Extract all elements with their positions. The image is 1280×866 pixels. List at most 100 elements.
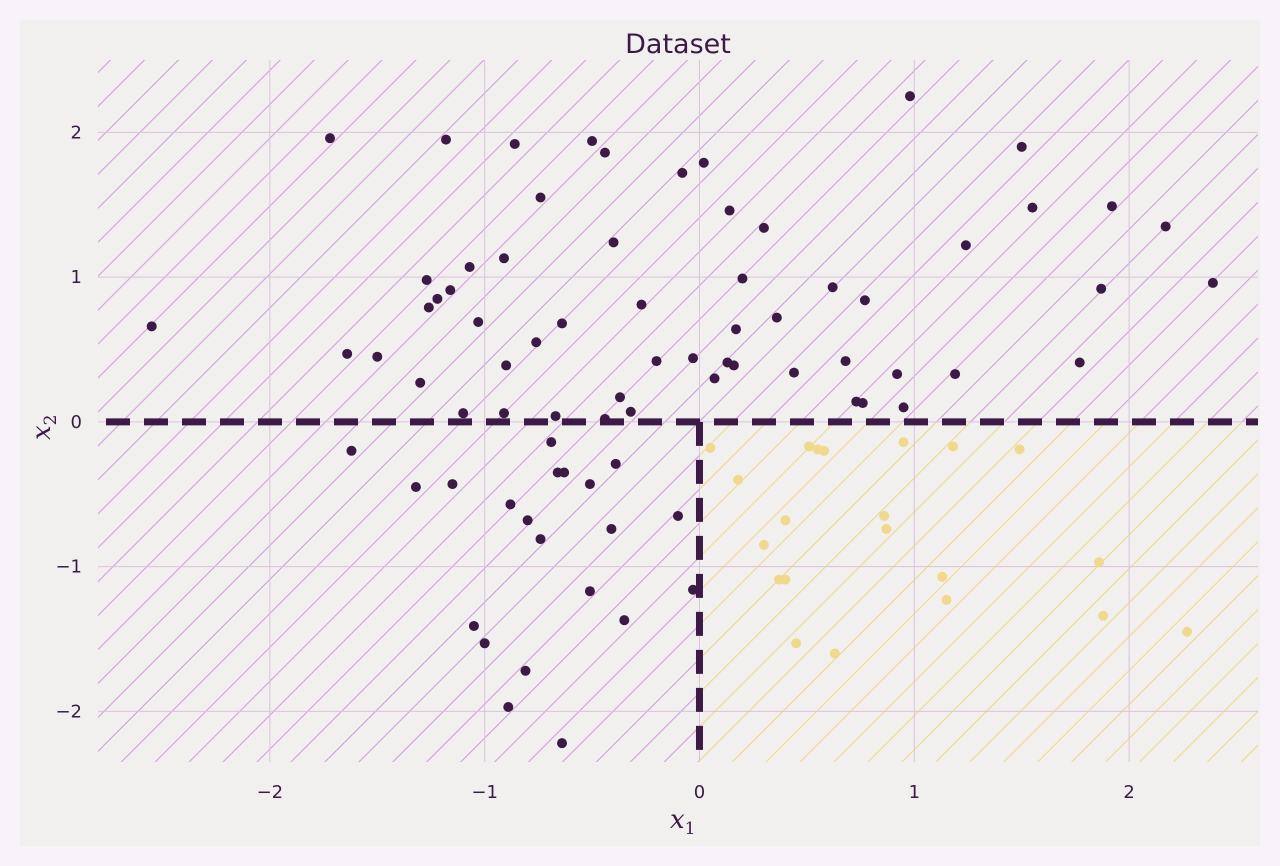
data-point-class-0: [610, 458, 621, 469]
data-point-class-0: [464, 261, 475, 272]
data-point-class-0: [346, 445, 357, 456]
data-point-class-0: [447, 479, 458, 490]
data-point-class-0: [584, 586, 595, 597]
data-point-class-1: [879, 510, 890, 521]
data-point-class-0: [499, 408, 509, 419]
data-point-class-0: [342, 348, 353, 359]
x-tick-label: 1: [909, 782, 920, 803]
data-point-class-1: [829, 648, 840, 659]
y-axis-ticks: −2 −1 0 1 2: [55, 122, 82, 722]
data-point-class-0: [905, 91, 915, 102]
data-point-class-0: [688, 584, 699, 595]
data-point-class-1: [819, 445, 830, 456]
data-point-class-0: [468, 620, 479, 631]
data-point-class-0: [325, 133, 335, 144]
data-point-class-0: [421, 275, 432, 286]
data-point-class-0: [960, 240, 971, 251]
x-axis-label-sub: 1: [685, 819, 696, 839]
data-point-class-0: [473, 316, 484, 327]
data-point-class-0: [557, 738, 567, 749]
x-tick-label: 0: [694, 782, 705, 803]
data-point-class-0: [724, 205, 735, 216]
data-point-class-0: [789, 367, 799, 378]
data-point-class-0: [432, 293, 443, 304]
data-point-class-0: [1074, 357, 1085, 368]
data-point-class-0: [608, 237, 619, 248]
data-point-class-0: [499, 253, 509, 264]
data-point-class-0: [731, 324, 741, 335]
data-point-class-0: [840, 356, 851, 367]
data-point-class-0: [677, 167, 688, 178]
data-point-class-0: [559, 467, 570, 478]
x-axis-label-base: x: [670, 805, 685, 835]
data-point-class-1: [758, 539, 769, 550]
data-point-class-0: [709, 373, 720, 384]
y-tick-label: 0: [71, 412, 82, 433]
data-point-class-0: [892, 369, 903, 380]
data-point-class-0: [771, 312, 782, 323]
data-point-class-0: [531, 337, 542, 348]
data-point-class-1: [898, 437, 909, 448]
data-point-class-1: [881, 523, 892, 534]
data-point-class-1: [1014, 444, 1025, 455]
data-point-class-0: [859, 295, 870, 306]
y-tick-label: 1: [71, 267, 82, 288]
data-point-class-0: [728, 360, 739, 371]
data-point-class-1: [1098, 610, 1109, 621]
data-point-class-1: [780, 574, 791, 585]
data-point-class-0: [673, 510, 683, 521]
data-point-class-0: [546, 437, 557, 448]
data-point-class-0: [1160, 221, 1171, 232]
data-point-class-1: [941, 594, 952, 605]
data-point-class-0: [827, 282, 838, 293]
data-point-class-0: [625, 406, 636, 417]
data-point-class-0: [410, 481, 421, 492]
data-point-class-0: [857, 398, 868, 409]
data-point-class-0: [1096, 283, 1107, 294]
data-point-class-0: [423, 302, 434, 313]
chart-title: Dataset: [625, 29, 731, 60]
data-point-class-1: [1182, 626, 1193, 637]
data-point-class-0: [584, 479, 595, 490]
data-point-class-1: [947, 441, 958, 452]
data-point-class-0: [550, 411, 561, 422]
data-point-class-0: [615, 392, 625, 403]
data-point-class-0: [557, 318, 567, 329]
data-point-class-0: [509, 138, 520, 149]
data-point-class-1: [780, 515, 791, 526]
data-point-class-0: [688, 353, 699, 364]
x-axis-ticks: −2 −1 0 1 2: [257, 782, 1135, 803]
data-point-class-0: [503, 701, 514, 712]
x-tick-label: −1: [471, 782, 498, 803]
data-point-class-0: [587, 136, 598, 147]
data-point-class-0: [737, 273, 748, 284]
data-point-class-0: [898, 402, 909, 413]
data-point-class-0: [535, 534, 546, 545]
data-point-class-0: [606, 523, 617, 534]
data-point-class-0: [950, 369, 961, 380]
data-point-class-0: [758, 222, 769, 233]
data-point-class-1: [791, 638, 802, 649]
data-point-class-1: [733, 474, 744, 485]
x-tick-label: 2: [1123, 782, 1134, 803]
data-point-class-0: [698, 157, 709, 168]
data-point-class-0: [146, 321, 157, 332]
region-class-1: [699, 421, 1258, 762]
x-axis-label: x1: [670, 805, 696, 839]
data-point-class-1: [937, 571, 948, 582]
data-point-class-0: [522, 515, 533, 526]
data-point-class-0: [505, 499, 516, 510]
data-point-class-0: [599, 147, 610, 158]
data-point-class-0: [372, 351, 383, 362]
plot-area: [98, 60, 1258, 762]
data-point-class-0: [651, 356, 662, 367]
data-point-class-0: [501, 360, 512, 371]
decision-regions: [98, 60, 1258, 762]
data-point-class-0: [479, 638, 490, 649]
data-point-class-0: [458, 408, 469, 419]
y-axis-label: x2: [27, 415, 61, 441]
x-tick-label: −2: [257, 782, 284, 803]
y-axis-label-base: x: [27, 425, 57, 440]
data-point-class-1: [1094, 557, 1105, 568]
